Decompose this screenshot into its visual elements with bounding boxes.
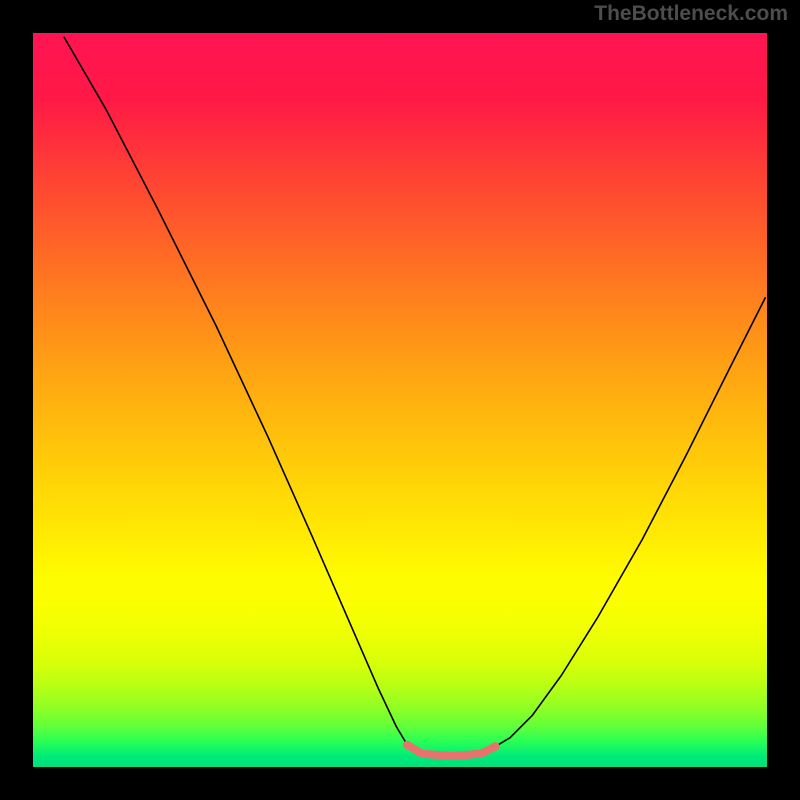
chart-svg — [33, 33, 767, 767]
watermark-label: TheBottleneck.com — [594, 2, 788, 26]
highlight-endcap — [491, 742, 499, 750]
plot-area — [33, 33, 767, 767]
gradient-background — [33, 33, 767, 767]
highlight-endcap — [403, 741, 411, 749]
chart-container: TheBottleneck.com — [0, 0, 800, 800]
